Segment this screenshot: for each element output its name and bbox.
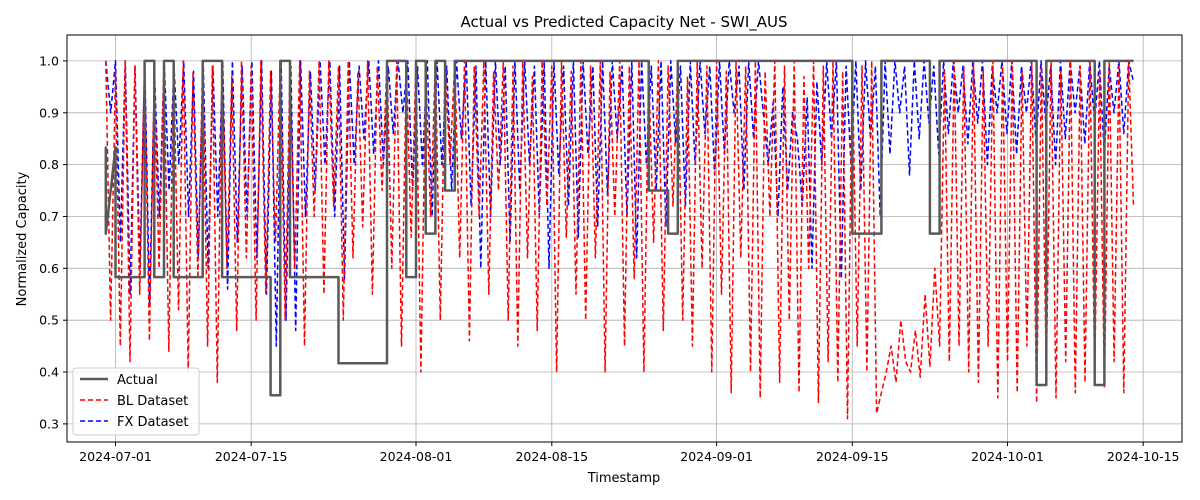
legend-label-fx: FX Dataset: [117, 415, 188, 430]
series-line-fx-dataset: [105, 60, 1135, 347]
y-tick-label: 0.5: [39, 313, 59, 328]
y-tick-label: 0.9: [39, 105, 59, 120]
y-axis-label: Normalized Capacity: [15, 171, 30, 306]
y-tick-label: 0.7: [39, 209, 59, 224]
y-tick-label: 0.8: [39, 157, 59, 172]
chart-title: Actual vs Predicted Capacity Net - SWI_A…: [460, 13, 787, 32]
x-tick-label: 2024-08-01: [380, 449, 453, 464]
series-line-actual: [104, 59, 1134, 397]
plot-frame: [66, 34, 1183, 443]
y-tick-label: 0.3: [39, 416, 59, 431]
legend: Actual BL Dataset FX Dataset: [72, 367, 200, 436]
x-tick-label: 2024-10-15: [1107, 449, 1180, 464]
data-layer: [104, 59, 1135, 420]
x-tick-label: 2024-10-01: [971, 449, 1044, 464]
legend-label-bl: BL Dataset: [117, 394, 188, 409]
x-tick-label: 2024-07-15: [215, 449, 288, 464]
x-tick-label: 2024-07-01: [79, 449, 152, 464]
x-tick-label: 2024-09-01: [680, 449, 753, 464]
y-tick-label: 0.6: [39, 261, 59, 276]
legend-box: [72, 367, 200, 436]
y-tick-label: 1.0: [39, 53, 59, 68]
x-axis-label: Timestamp: [587, 471, 661, 486]
x-tick-label: 2024-08-15: [515, 449, 588, 464]
tick-layer: 2024-07-01 2024-07-15 2024-08-01 2024-08-15…: [39, 53, 1179, 464]
y-tick-label: 0.4: [39, 365, 59, 380]
legend-label-actual: Actual: [117, 373, 158, 388]
x-tick-label: 2024-09-15: [816, 449, 889, 464]
